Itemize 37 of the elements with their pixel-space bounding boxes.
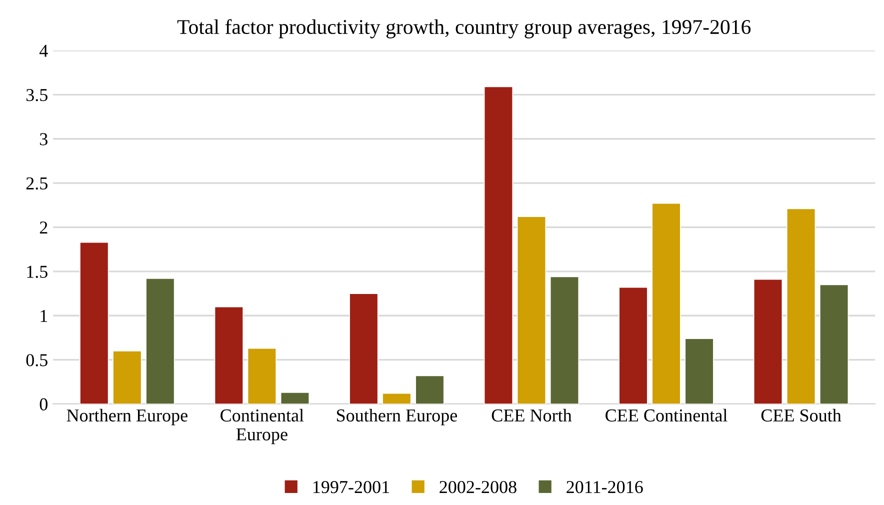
x-tick-label: Northern Europe	[66, 408, 188, 426]
y-tick-label: 1.5	[27, 266, 48, 278]
bar	[214, 306, 244, 404]
y-tick-label: 0.5	[26, 354, 48, 366]
y-tick-label: 1	[40, 310, 48, 322]
legend-label: 2002-2008	[440, 480, 516, 494]
y-tick-label: 3	[40, 133, 48, 146]
chart-title: Total factor productivity growth, country group averages, 1997-2016	[177, 19, 751, 38]
bar	[550, 276, 580, 404]
x-tick-label: CEE South	[761, 408, 842, 422]
x-tick-label: CEE North	[492, 408, 572, 422]
y-tick-label: 0	[40, 398, 48, 410]
legend-label: 2011-2016	[566, 480, 643, 494]
bar	[819, 284, 849, 404]
bar	[753, 278, 783, 404]
bar	[484, 86, 514, 404]
y-tick-label: 4	[40, 44, 48, 57]
x-tick-label: Southern Europe	[336, 408, 458, 426]
bar	[80, 242, 109, 404]
bar	[382, 392, 412, 404]
bar	[280, 392, 310, 404]
bar	[415, 375, 444, 404]
legend-label: 1997-2001	[313, 480, 390, 494]
bar	[786, 208, 816, 404]
y-tick-label: 2.5	[26, 177, 48, 190]
bar	[349, 293, 378, 404]
bar	[652, 202, 681, 404]
bar	[516, 216, 546, 404]
bar	[247, 348, 277, 404]
bar	[684, 338, 714, 404]
bar	[112, 350, 142, 404]
bar	[146, 278, 175, 404]
x-tick-label: CEE Continental	[606, 408, 728, 422]
y-tick-label: 2	[40, 222, 48, 234]
x-tick-label: Continental Europe	[220, 408, 304, 444]
y-tick-label: 3.5	[26, 88, 48, 102]
bar	[618, 286, 648, 404]
